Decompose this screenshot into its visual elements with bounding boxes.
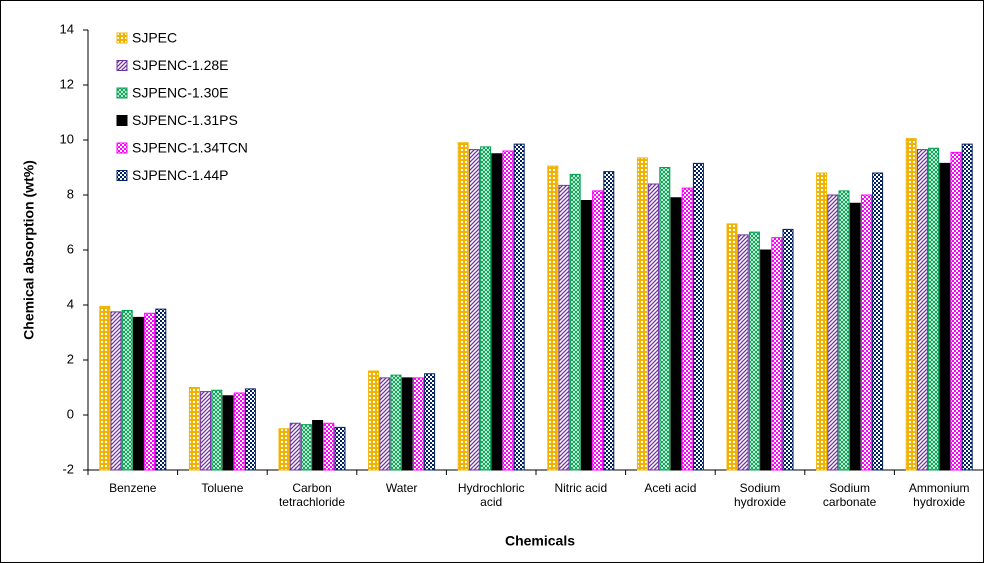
bar bbox=[670, 197, 682, 471]
bar bbox=[368, 370, 380, 471]
bar bbox=[569, 173, 581, 471]
x-tick-label: Ammonium hydroxide bbox=[908, 481, 970, 509]
x-tick-label: Carbon tetrachloride bbox=[278, 481, 346, 509]
bar bbox=[748, 231, 760, 471]
bar bbox=[379, 377, 391, 471]
bar bbox=[760, 249, 772, 471]
legend-swatch bbox=[116, 170, 128, 181]
bar bbox=[99, 305, 111, 471]
y-tick-label: 6 bbox=[67, 241, 74, 256]
legend-swatch bbox=[116, 115, 128, 126]
bar bbox=[110, 311, 122, 471]
bar bbox=[155, 308, 167, 471]
bar bbox=[816, 172, 828, 471]
bar bbox=[771, 237, 783, 471]
bar bbox=[502, 150, 514, 471]
legend-label: SJPENC-1.31PS bbox=[132, 112, 238, 128]
bar bbox=[928, 147, 940, 471]
legend-label: SJPEC bbox=[132, 30, 177, 46]
bar bbox=[300, 424, 312, 471]
bar bbox=[390, 374, 402, 471]
y-tick-label: 14 bbox=[60, 21, 74, 36]
bar bbox=[222, 395, 234, 471]
legend-label: SJPENC-1.44P bbox=[132, 167, 228, 183]
x-tick-label: Sodium carbonate bbox=[822, 481, 877, 509]
bar bbox=[636, 157, 648, 471]
bar bbox=[468, 149, 480, 471]
x-tick-label: Toluene bbox=[201, 481, 244, 495]
x-axis-title: Chemicals bbox=[505, 533, 575, 549]
legend-swatch bbox=[116, 32, 128, 44]
bar bbox=[188, 387, 200, 471]
bar bbox=[860, 194, 872, 471]
bar bbox=[603, 171, 615, 471]
x-tick-label: Hydrochloric acid bbox=[457, 481, 525, 509]
bar bbox=[278, 428, 290, 471]
bar bbox=[827, 194, 839, 471]
bar bbox=[323, 422, 335, 471]
bar bbox=[233, 392, 245, 471]
y-tick-label: 0 bbox=[67, 406, 74, 421]
x-tick-label: Aceti acid bbox=[644, 481, 697, 495]
bar bbox=[491, 153, 503, 471]
y-tick-label: -2 bbox=[62, 461, 74, 476]
x-tick-label: Water bbox=[385, 481, 418, 495]
x-tick-label: Nitric acid bbox=[554, 481, 608, 495]
bar bbox=[424, 373, 436, 471]
bar bbox=[211, 389, 223, 471]
x-tick-label: Benzene bbox=[109, 481, 157, 495]
bar bbox=[289, 422, 301, 471]
bar bbox=[480, 146, 492, 471]
legend-label: SJPENC-1.34TCN bbox=[132, 140, 248, 156]
bar bbox=[580, 200, 592, 471]
bar bbox=[334, 426, 346, 471]
y-tick-label: 8 bbox=[67, 186, 74, 201]
legend-swatch bbox=[116, 87, 128, 99]
bar bbox=[412, 377, 424, 471]
bar bbox=[849, 202, 861, 471]
bar bbox=[312, 420, 324, 471]
bar bbox=[648, 183, 660, 471]
y-tick-label: 12 bbox=[60, 76, 74, 91]
y-tick-label: 4 bbox=[67, 296, 74, 311]
bar bbox=[692, 162, 704, 471]
y-tick-label: 10 bbox=[60, 131, 74, 146]
bar bbox=[513, 143, 525, 471]
bar bbox=[457, 142, 469, 471]
bar bbox=[782, 228, 794, 471]
legend-swatch bbox=[116, 60, 128, 71]
bar bbox=[916, 149, 928, 471]
bar bbox=[200, 391, 212, 471]
y-axis-title: Chemical absorption (wt%) bbox=[21, 160, 37, 340]
legend-label: SJPENC-1.30E bbox=[132, 85, 228, 101]
bar bbox=[905, 138, 917, 471]
bar bbox=[737, 234, 749, 471]
bar bbox=[547, 165, 559, 471]
bar bbox=[872, 172, 884, 471]
bar bbox=[659, 167, 671, 471]
bar bbox=[144, 312, 156, 471]
bar bbox=[726, 223, 738, 471]
bar bbox=[121, 310, 133, 471]
bar bbox=[592, 190, 604, 471]
bar bbox=[558, 184, 570, 471]
bar bbox=[681, 187, 693, 471]
y-tick-label: 2 bbox=[67, 351, 74, 366]
legend-label: SJPENC-1.28E bbox=[132, 57, 228, 73]
legend-swatch bbox=[116, 142, 128, 154]
bar bbox=[132, 316, 144, 471]
bar bbox=[401, 377, 413, 471]
bar bbox=[939, 162, 951, 471]
bar bbox=[244, 388, 256, 471]
x-tick-label: Sodium hydroxide bbox=[733, 481, 787, 509]
bar bbox=[950, 151, 962, 471]
bar bbox=[838, 190, 850, 471]
bar bbox=[961, 143, 973, 471]
